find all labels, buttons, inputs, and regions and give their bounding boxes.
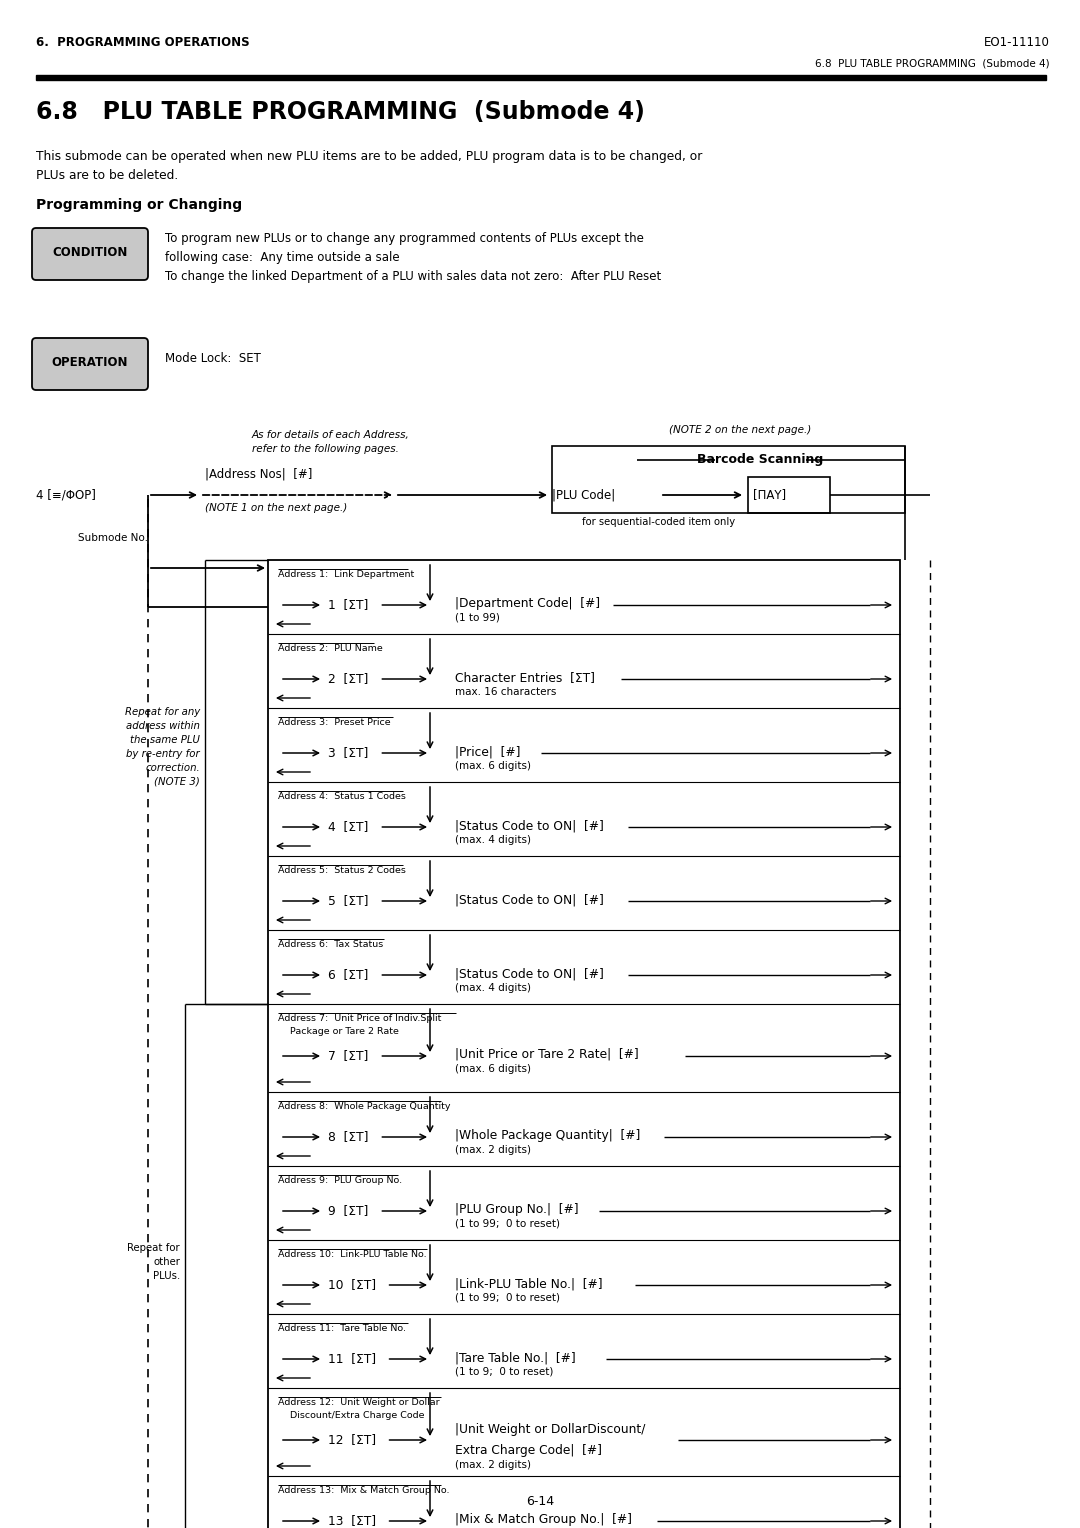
Text: 1  [ΣT]: 1 [ΣT] xyxy=(328,599,368,611)
Text: Character Entries  [ΣT]: Character Entries [ΣT] xyxy=(455,671,595,685)
Text: 7  [ΣT]: 7 [ΣT] xyxy=(328,1050,368,1062)
Text: Address 2:  PLU Name: Address 2: PLU Name xyxy=(278,643,382,652)
Text: 6.8  PLU TABLE PROGRAMMING  (Submode 4): 6.8 PLU TABLE PROGRAMMING (Submode 4) xyxy=(815,58,1050,69)
Text: Address 5:  Status 2 Codes: Address 5: Status 2 Codes xyxy=(278,866,406,876)
Text: EO1-11110: EO1-11110 xyxy=(984,37,1050,49)
Text: max. 16 characters: max. 16 characters xyxy=(455,688,556,697)
Text: Repeat for any
address within
the same PLU
by re-entry for
correction.
(NOTE 3): Repeat for any address within the same P… xyxy=(125,707,200,787)
Text: |Tare Table No.|  [#]: |Tare Table No.| [#] xyxy=(455,1351,576,1365)
Bar xyxy=(748,477,831,513)
Bar xyxy=(36,75,1047,79)
Text: for sequential-coded item only: for sequential-coded item only xyxy=(582,516,735,527)
Text: 13  [ΣT]: 13 [ΣT] xyxy=(328,1514,376,1528)
Text: (1 to 99;  0 to reset): (1 to 99; 0 to reset) xyxy=(455,1219,561,1229)
Text: Barcode Scanning: Barcode Scanning xyxy=(697,454,823,466)
Text: (max. 6 digits): (max. 6 digits) xyxy=(455,1063,531,1074)
Text: (NOTE 2 on the next page.): (NOTE 2 on the next page.) xyxy=(669,425,811,435)
Text: (1 to 9;  0 to reset): (1 to 9; 0 to reset) xyxy=(455,1368,553,1377)
Text: 11  [ΣT]: 11 [ΣT] xyxy=(328,1352,376,1366)
Text: As for details of each Address,
refer to the following pages.: As for details of each Address, refer to… xyxy=(252,429,409,454)
Text: 9  [ΣT]: 9 [ΣT] xyxy=(328,1204,368,1218)
Text: (max. 2 digits): (max. 2 digits) xyxy=(455,1144,531,1155)
FancyBboxPatch shape xyxy=(32,338,148,390)
Text: Discount/Extra Charge Code: Discount/Extra Charge Code xyxy=(278,1410,424,1420)
Text: Extra Charge Code|  [#]: Extra Charge Code| [#] xyxy=(455,1444,602,1458)
Text: (1 to 99): (1 to 99) xyxy=(455,613,500,623)
Text: (1 to 99;  0 to reset): (1 to 99; 0 to reset) xyxy=(455,1293,561,1303)
Text: (max. 4 digits): (max. 4 digits) xyxy=(455,983,531,993)
Text: Address 7:  Unit Price of Indiv.Split: Address 7: Unit Price of Indiv.Split xyxy=(278,1015,442,1024)
Text: Address 4:  Status 1 Codes: Address 4: Status 1 Codes xyxy=(278,792,406,801)
Text: Address 12:  Unit Weight or Dollar: Address 12: Unit Weight or Dollar xyxy=(278,1398,440,1407)
Text: Address 10:  Link-PLU Table No.: Address 10: Link-PLU Table No. xyxy=(278,1250,427,1259)
Text: Address 13:  Mix & Match Group No.: Address 13: Mix & Match Group No. xyxy=(278,1487,449,1494)
Text: (NOTE 1 on the next page.): (NOTE 1 on the next page.) xyxy=(205,503,348,513)
Text: |Address Nos|  [#]: |Address Nos| [#] xyxy=(205,468,312,481)
Text: Repeat for
other
PLUs.: Repeat for other PLUs. xyxy=(127,1242,180,1280)
Text: |Unit Price or Tare 2 Rate|  [#]: |Unit Price or Tare 2 Rate| [#] xyxy=(455,1048,638,1060)
Text: |Mix & Match Group No.|  [#]: |Mix & Match Group No.| [#] xyxy=(455,1513,632,1526)
Text: 6.  PROGRAMMING OPERATIONS: 6. PROGRAMMING OPERATIONS xyxy=(36,37,249,49)
Text: |Link-PLU Table No.|  [#]: |Link-PLU Table No.| [#] xyxy=(455,1277,603,1290)
Text: Address 6:  Tax Status: Address 6: Tax Status xyxy=(278,940,383,949)
Text: (max. 2 digits): (max. 2 digits) xyxy=(455,1459,531,1470)
Text: 2  [ΣT]: 2 [ΣT] xyxy=(328,672,368,686)
Text: To program new PLUs or to change any programmed contents of PLUs except the
foll: To program new PLUs or to change any pro… xyxy=(165,232,661,283)
Text: Address 3:  Preset Price: Address 3: Preset Price xyxy=(278,718,391,727)
Text: OPERATION: OPERATION xyxy=(52,356,129,368)
Text: 12  [ΣT]: 12 [ΣT] xyxy=(328,1433,376,1447)
Text: 5  [ΣT]: 5 [ΣT] xyxy=(328,894,368,908)
Text: Programming or Changing: Programming or Changing xyxy=(36,199,242,212)
Text: CONDITION: CONDITION xyxy=(52,246,127,258)
Text: |Department Code|  [#]: |Department Code| [#] xyxy=(455,597,600,610)
Text: Address 8:  Whole Package Quantity: Address 8: Whole Package Quantity xyxy=(278,1102,450,1111)
Text: |Price|  [#]: |Price| [#] xyxy=(455,746,521,758)
Text: |Status Code to ON|  [#]: |Status Code to ON| [#] xyxy=(455,819,604,833)
Text: Address 11:  Tare Table No.: Address 11: Tare Table No. xyxy=(278,1323,406,1332)
Text: 10  [ΣT]: 10 [ΣT] xyxy=(328,1279,376,1291)
Text: 4 [≡/ΦOP]: 4 [≡/ΦOP] xyxy=(36,489,96,501)
Bar xyxy=(552,446,905,513)
Bar xyxy=(268,559,900,1528)
Text: Address 9:  PLU Group No.: Address 9: PLU Group No. xyxy=(278,1177,402,1186)
Text: 6-14: 6-14 xyxy=(526,1494,554,1508)
Text: |PLU Code|: |PLU Code| xyxy=(552,489,616,501)
Text: 8  [ΣT]: 8 [ΣT] xyxy=(328,1131,368,1143)
Text: |Whole Package Quantity|  [#]: |Whole Package Quantity| [#] xyxy=(455,1129,640,1141)
Text: 4  [ΣT]: 4 [ΣT] xyxy=(328,821,368,833)
Text: This submode can be operated when new PLU items are to be added, PLU program dat: This submode can be operated when new PL… xyxy=(36,150,702,182)
Text: |PLU Group No.|  [#]: |PLU Group No.| [#] xyxy=(455,1203,579,1216)
Text: 6.8   PLU TABLE PROGRAMMING  (Submode 4): 6.8 PLU TABLE PROGRAMMING (Submode 4) xyxy=(36,99,645,124)
Text: Submode No.: Submode No. xyxy=(78,533,148,542)
Text: Address 1:  Link Department: Address 1: Link Department xyxy=(278,570,415,579)
Text: |Unit Weight or DollarDiscount/: |Unit Weight or DollarDiscount/ xyxy=(455,1424,646,1436)
Text: |Status Code to ON|  [#]: |Status Code to ON| [#] xyxy=(455,967,604,979)
Text: Package or Tare 2 Rate: Package or Tare 2 Rate xyxy=(278,1027,399,1036)
Text: |Status Code to ON|  [#]: |Status Code to ON| [#] xyxy=(455,892,604,906)
Text: [ΠΑΥ]: [ΠΑΥ] xyxy=(753,489,786,501)
Text: (max. 4 digits): (max. 4 digits) xyxy=(455,834,531,845)
Text: 6  [ΣT]: 6 [ΣT] xyxy=(328,969,368,981)
Text: (max. 6 digits): (max. 6 digits) xyxy=(455,761,531,772)
Text: 3  [ΣT]: 3 [ΣT] xyxy=(328,747,368,759)
FancyBboxPatch shape xyxy=(32,228,148,280)
Text: Mode Lock:  SET: Mode Lock: SET xyxy=(165,351,261,365)
